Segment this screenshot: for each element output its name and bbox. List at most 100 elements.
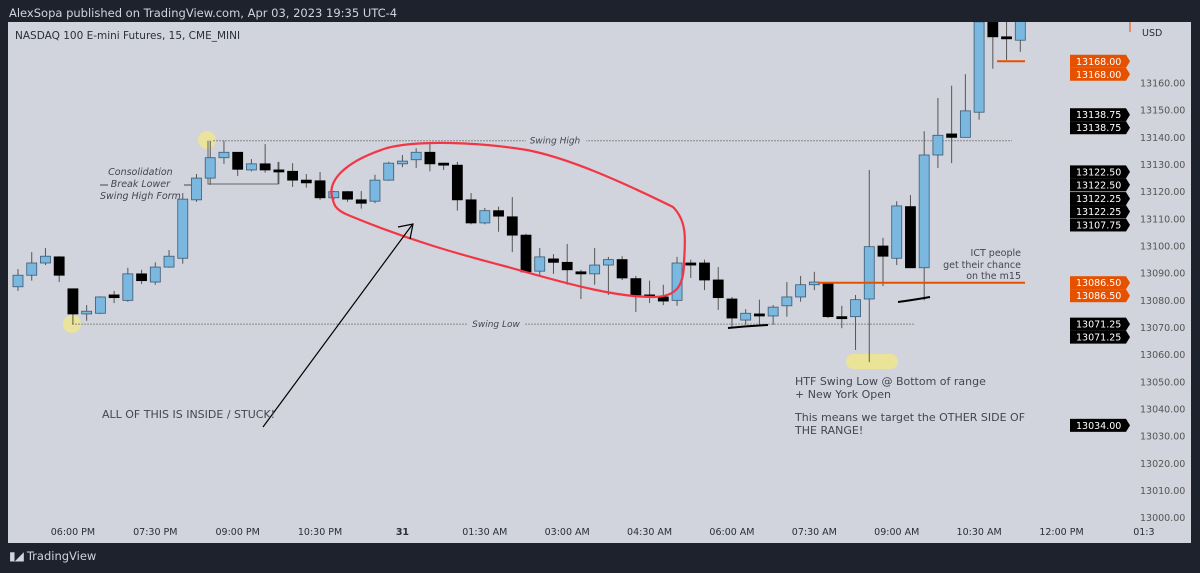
y-tick-label: 13040.00	[1140, 405, 1185, 416]
candle-body	[795, 284, 807, 298]
candle	[891, 201, 903, 266]
candle	[740, 309, 752, 325]
published-by: AlexSopa published on TradingView.com, A…	[9, 6, 398, 20]
candle-body	[191, 177, 202, 201]
candle-body	[383, 162, 395, 181]
note-line: This means we target the OTHER SIDE OF	[795, 411, 1026, 424]
candle	[946, 85, 958, 164]
candle	[781, 282, 793, 317]
price-label-bg	[1070, 205, 1126, 219]
candle	[287, 163, 299, 187]
candle-body	[163, 255, 175, 268]
ict-note: ICT people get their chance on the m15	[943, 248, 1021, 283]
y-tick-label: 13000.00	[1140, 513, 1185, 524]
candlestick-chart[interactable]: Swing High Swing Low USD 13160.00 13150.00 13…	[8, 22, 1191, 543]
candle	[94, 296, 106, 314]
currency-label: USD	[1142, 28, 1162, 39]
note-line: get their chance	[943, 259, 1021, 271]
price-label: 13168.00	[1076, 70, 1121, 81]
price-label-pointer	[1126, 178, 1130, 192]
candle	[534, 248, 546, 276]
candle-body	[699, 262, 710, 281]
candle-body	[149, 266, 161, 283]
price-label-pointer	[1126, 205, 1130, 219]
candle-body	[12, 274, 24, 288]
equal-lows-mark	[727, 324, 769, 329]
price-label-bg	[1070, 330, 1126, 344]
x-tick-label: 03:00 AM	[545, 527, 590, 538]
candle-body	[122, 273, 134, 301]
price-label: 13122.25	[1076, 194, 1121, 205]
candle	[191, 174, 202, 202]
y-tick-label: 13030.00	[1140, 432, 1185, 443]
candle-body	[246, 163, 257, 171]
candle	[1014, 22, 1026, 52]
candle-body	[877, 245, 889, 257]
candle	[973, 22, 985, 120]
note-line: Break Lower	[110, 179, 171, 190]
swing-high-highlight	[198, 131, 216, 149]
candle-body	[108, 294, 120, 299]
price-label: 13138.75	[1076, 123, 1121, 134]
candle-body	[726, 298, 738, 319]
x-tick-label: 10:30 AM	[957, 527, 1002, 538]
candle-body	[891, 205, 903, 259]
candle	[616, 256, 628, 280]
candle-body	[369, 179, 381, 202]
chart-pane[interactable]: Swing High Swing Low USD 13160.00 13150.00 13…	[8, 22, 1191, 543]
candle	[877, 237, 889, 287]
htf-low-highlight	[846, 354, 898, 369]
price-label-bg	[1070, 317, 1126, 331]
note-line: on the m15	[966, 271, 1021, 282]
candle-body	[589, 264, 601, 275]
candle-body	[410, 151, 422, 161]
inside-note: ALL OF THIS IS INSIDE / STUCK!	[102, 408, 276, 421]
candle	[232, 151, 244, 177]
candle-body	[438, 162, 450, 166]
candle	[259, 144, 271, 173]
swing-high-label: Swing High	[530, 137, 581, 147]
x-tick-label: 01:3	[1133, 527, 1154, 538]
candle-body	[767, 306, 779, 317]
price-label: 13107.75	[1076, 220, 1121, 231]
candle	[863, 169, 875, 363]
candle-body	[836, 316, 848, 320]
candle-body	[863, 246, 875, 300]
candle-body	[754, 313, 765, 317]
price-label-bg	[1070, 418, 1126, 432]
price-label: 13122.25	[1076, 207, 1121, 218]
candle-body	[314, 180, 326, 199]
candle	[918, 131, 930, 301]
candle-body	[397, 160, 408, 165]
x-tick-label: 12:00 PM	[1039, 527, 1083, 538]
candle-body	[685, 262, 697, 266]
candle-body	[1001, 36, 1012, 40]
x-tick-label: 06:00 AM	[709, 527, 754, 538]
candle-body	[616, 259, 628, 279]
candle	[369, 174, 381, 204]
symbol-title: NASDAQ 100 E-mini Futures, 15, CME_MINI	[15, 30, 241, 42]
x-tick-label: 01:30 AM	[462, 527, 507, 538]
candle-body	[342, 191, 353, 200]
label-bg	[468, 317, 524, 331]
candle-body	[26, 262, 38, 276]
y-tick-label: 13110.00	[1140, 214, 1185, 225]
candle	[465, 193, 477, 225]
candle-body	[520, 234, 532, 273]
candle	[644, 280, 655, 304]
candle	[410, 148, 422, 168]
y-tick-label: 13080.00	[1140, 296, 1185, 307]
price-label-pointer	[1126, 108, 1130, 122]
candle	[342, 191, 353, 202]
wick-mark	[897, 296, 931, 303]
candle	[602, 256, 614, 295]
price-label-bg	[1070, 276, 1126, 290]
candle-body	[218, 151, 230, 159]
y-tick-label: 13160.00	[1140, 79, 1185, 90]
price-label-bg	[1070, 192, 1126, 206]
candle	[959, 74, 971, 138]
x-tick-label: 04:30 AM	[627, 527, 672, 538]
y-tick-label: 13100.00	[1140, 242, 1185, 253]
candle-body	[67, 288, 79, 315]
x-tick-label: 09:00 PM	[216, 527, 260, 538]
